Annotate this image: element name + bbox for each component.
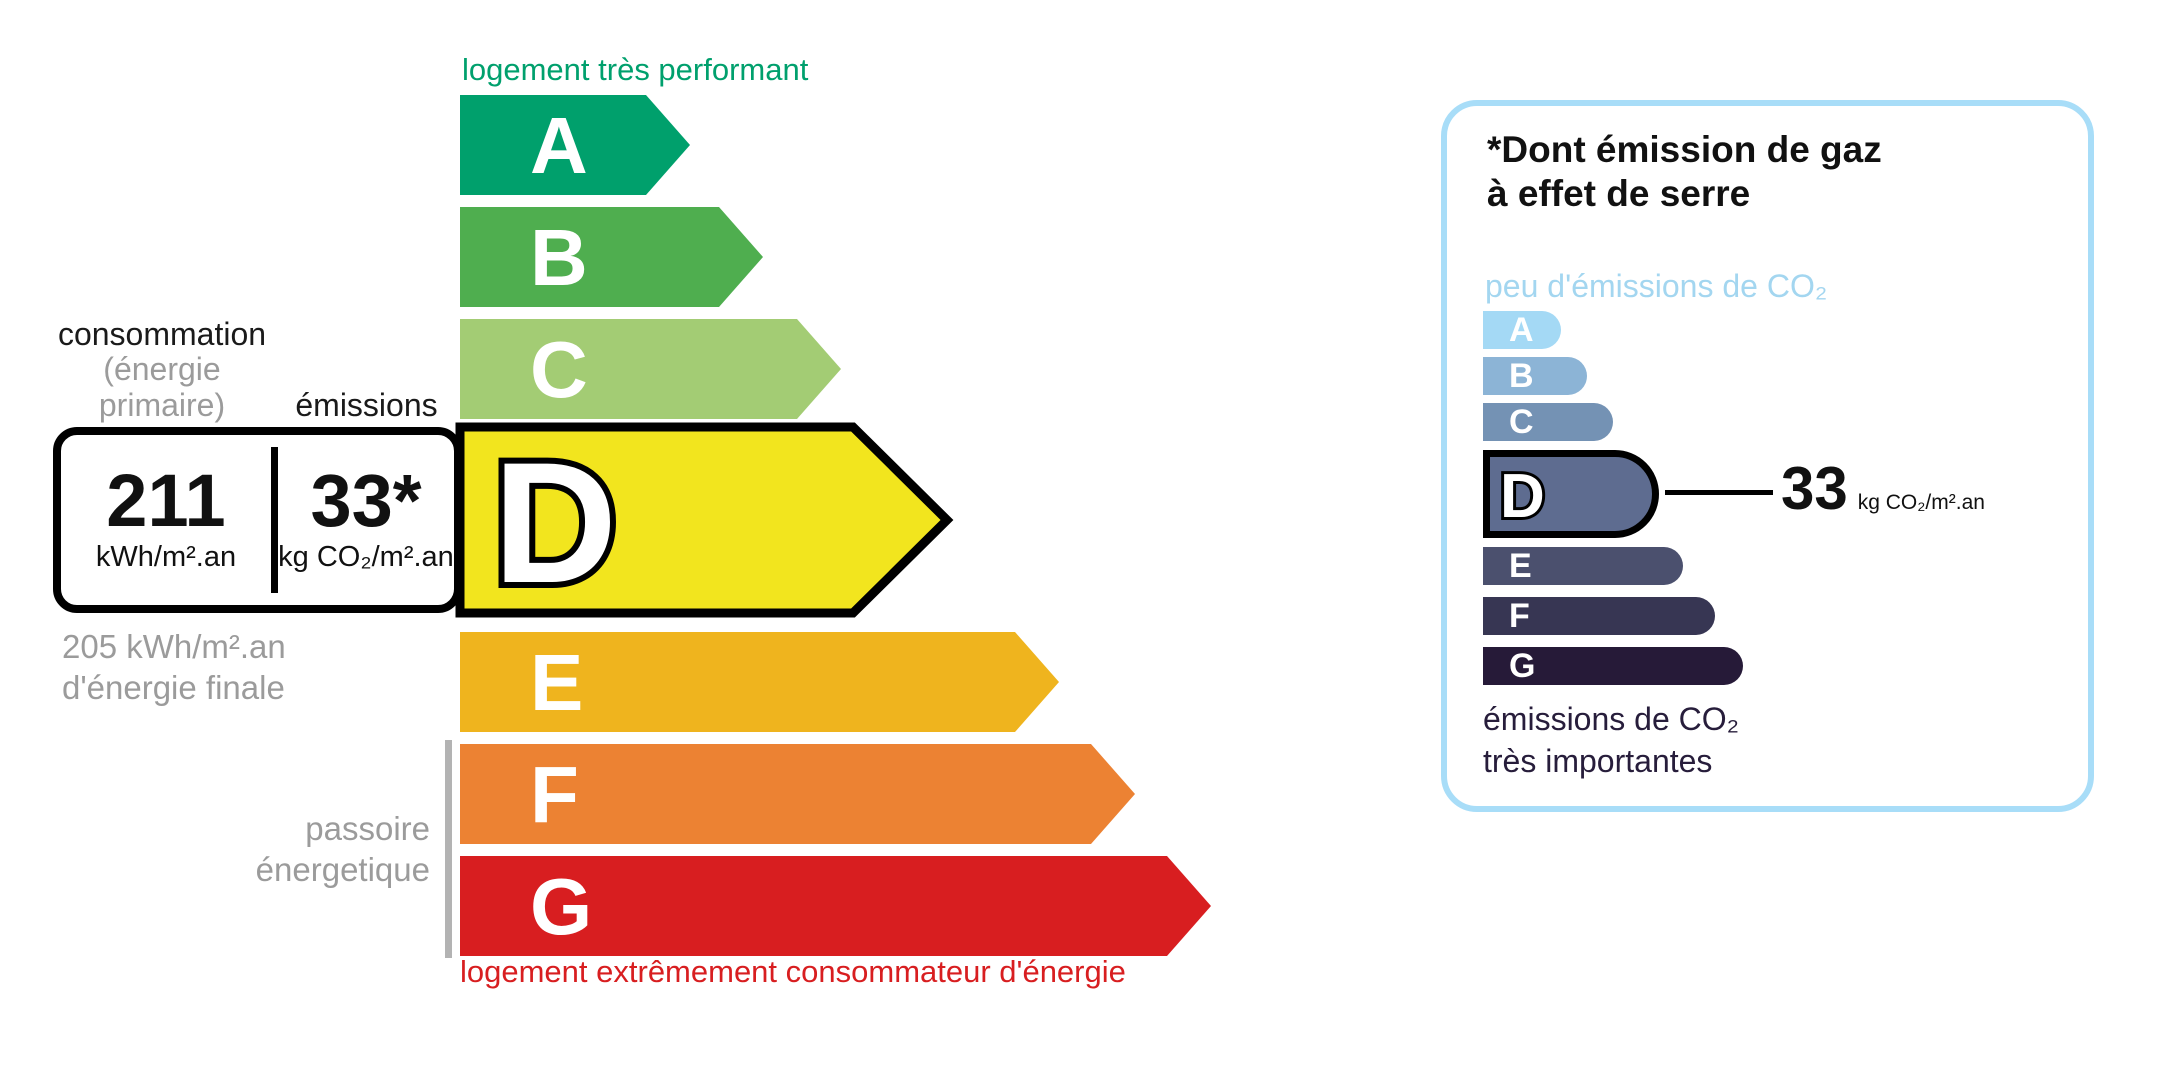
energy-bar-g: G (460, 856, 1211, 956)
consumption-value: 211 (106, 459, 226, 543)
ges-bar-a: A (1483, 311, 1561, 349)
energy-grade-a-letter: A (530, 101, 588, 190)
d-arrow-shape (455, 422, 954, 618)
ges-value-number: 33 (1781, 455, 1848, 522)
ges-bottom-label-line2: très importantes (1483, 742, 1713, 779)
ges-title-line1: *Dont émission de gaz (1487, 129, 1882, 170)
energy-bar-a: A (460, 95, 690, 195)
ges-grade-f-letter: F (1509, 597, 1530, 635)
ges-bar-d-current: D (1483, 450, 1659, 538)
ges-bar-f: F (1483, 597, 1715, 635)
emissions-cell: 33* kg CO₂/m².an (278, 435, 454, 605)
value-box: 211 kWh/m².an 33* kg CO₂/m².an (53, 427, 462, 613)
ges-bottom-label: émissions de CO₂ très importantes (1483, 699, 1739, 782)
ges-grade-e-letter: E (1509, 547, 1532, 585)
ges-title: *Dont émission de gaz à effet de serre (1487, 128, 1882, 217)
energy-scale-bottom-label: logement extrêmement consommateur d'éner… (460, 954, 1126, 989)
final-energy-note-line1: 205 kWh/m².an (62, 628, 286, 665)
ges-bar-b: B (1483, 357, 1587, 395)
energy-grade-g-letter: G (530, 862, 593, 951)
consumption-unit: kWh/m².an (95, 540, 237, 573)
ges-grade-g-letter: G (1509, 647, 1536, 685)
emissions-header: émissions (271, 387, 462, 424)
emissions-unit: kg CO₂/m².an (278, 540, 454, 573)
energy-sieve-label-line2: énergetique (255, 851, 430, 889)
final-energy-note: 205 kWh/m².an d'énergie finale (62, 626, 286, 709)
emissions-value: 33* (310, 459, 422, 543)
final-energy-note-line2: d'énergie finale (62, 669, 285, 707)
ges-panel: *Dont émission de gaz à effet de serre p… (1441, 100, 2094, 812)
ges-bar-g: G (1483, 647, 1743, 685)
consumption-label: consommation (57, 315, 267, 352)
ges-grade-b-letter: B (1509, 357, 1534, 395)
ges-top-label: peu d'émissions de CO₂ (1485, 268, 1828, 304)
energy-sieve-label: passoire énergetique (170, 808, 430, 891)
energy-sieve-label-line1: passoire (305, 810, 430, 847)
energy-bar-e: E (460, 632, 1059, 732)
energy-bar-d-current: D (455, 421, 954, 620)
energy-bar-c: C (460, 319, 841, 419)
consumption-cell: 211 kWh/m².an (61, 435, 271, 605)
ges-value-unit: kg CO₂/m².an (1857, 491, 1985, 514)
energy-scale-top-label: logement très performant (462, 52, 809, 87)
ges-grade-c-letter: C (1509, 403, 1534, 441)
ges-bar-e: E (1483, 547, 1683, 585)
ges-value-connector-line (1665, 490, 1773, 495)
energy-grade-f-letter: F (530, 750, 579, 839)
energy-sieve-bracket-line (445, 740, 452, 958)
ges-grade-d-letter-svg: D (1497, 459, 1548, 534)
ges-grade-d-letter: D (1500, 462, 1545, 531)
emissions-label: émissions (295, 387, 438, 424)
energy-grade-e-letter: E (530, 638, 584, 727)
value-box-divider (271, 447, 278, 593)
ges-title-line2: à effet de serre (1487, 173, 1751, 215)
energy-bar-b: B (460, 207, 763, 307)
energy-grade-b-letter: B (530, 213, 588, 302)
value-box-headers: consommation (énergie primaire) émission… (53, 316, 462, 424)
ges-grade-a-letter: A (1509, 311, 1534, 349)
ges-value-annotation: 33 kg CO₂/m².an (1781, 454, 1985, 523)
consumption-header: consommation (énergie primaire) (53, 315, 271, 424)
ges-bar-c: C (1483, 403, 1613, 441)
consumption-sublabel: (énergie primaire) (98, 351, 226, 424)
ges-bottom-label-line1: émissions de CO₂ (1483, 701, 1740, 737)
energy-bar-f: F (460, 744, 1135, 844)
energy-grade-d-letter: D (493, 427, 617, 619)
energy-grade-c-letter: C (530, 325, 588, 414)
